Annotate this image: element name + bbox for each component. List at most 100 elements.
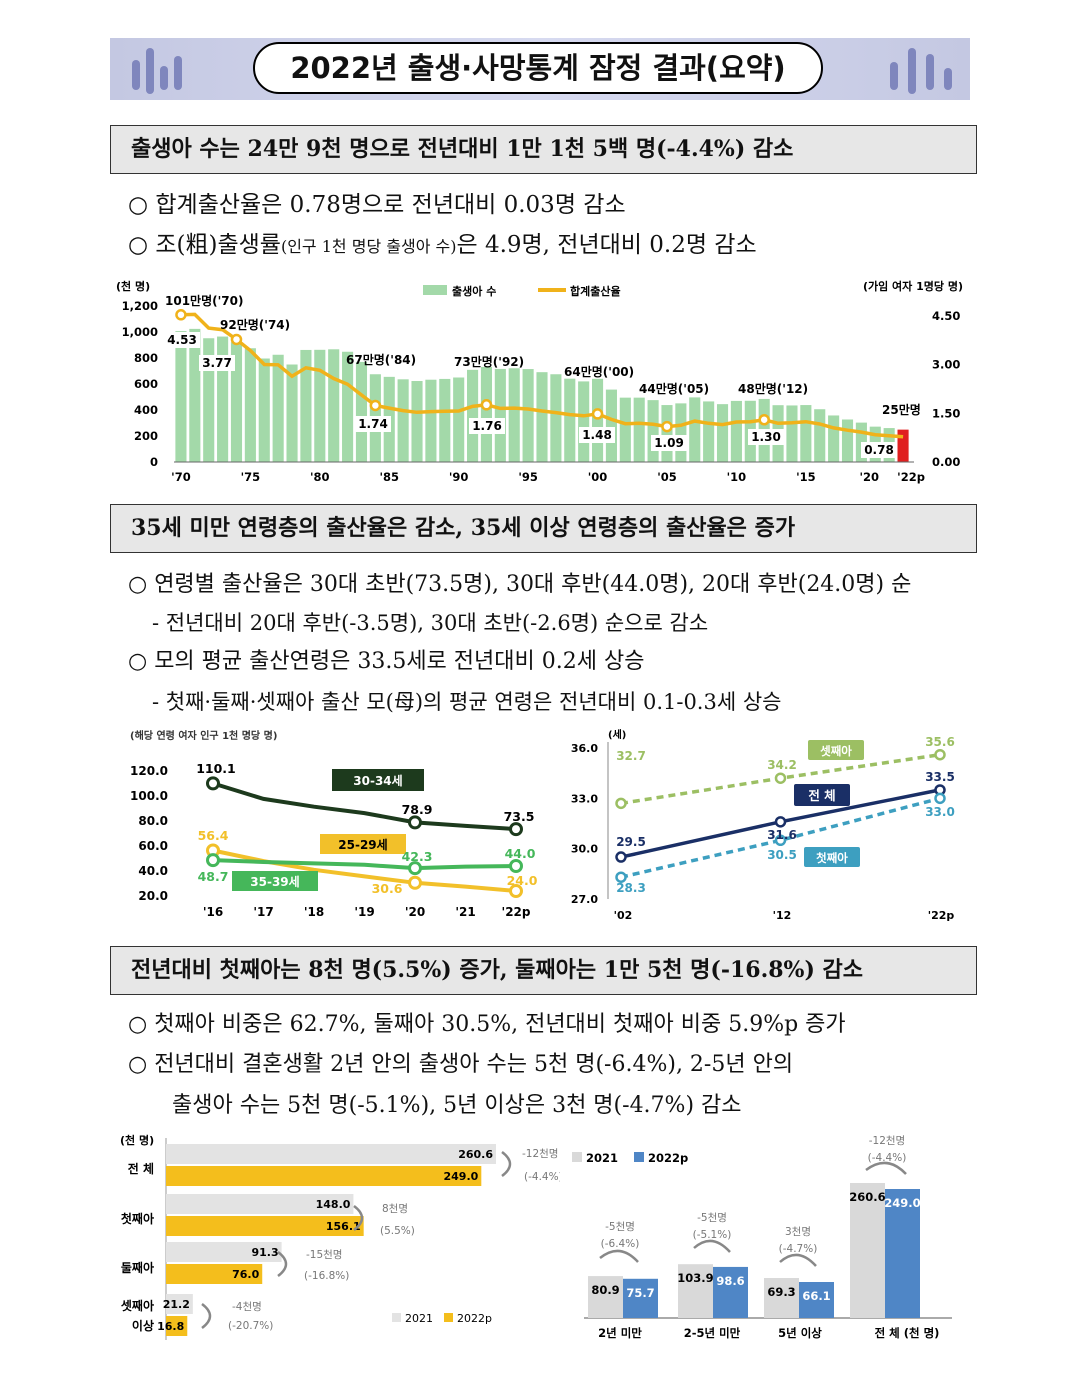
cat-under2: 2년 미만: [598, 1326, 642, 1340]
series-line: [212, 781, 517, 832]
birth-bar: [536, 372, 548, 462]
value-2021: 69.3: [767, 1285, 795, 1299]
section2-sub2: - 첫째·둘째·셋째아 출산 모(母)의 평균 연령은 전년대비 0.1-0.3…: [152, 690, 782, 714]
label-29-5: 29.5: [616, 835, 646, 849]
chg-under2-2: (-6.4%): [601, 1238, 640, 1250]
birth-bar: [453, 377, 465, 462]
birth-bar: [897, 429, 909, 462]
value-2021: 260.6: [458, 1148, 493, 1161]
cat-third-b: 이상: [132, 1318, 154, 1333]
rate-label: 4.53: [167, 333, 197, 347]
tag-third-text: 셋째아: [820, 744, 852, 758]
birth-bar: [342, 351, 354, 462]
birth-bar: [355, 361, 368, 462]
birth-bar: [439, 378, 451, 462]
rate-marker: [480, 399, 493, 411]
bar-2022: [799, 1282, 834, 1318]
marriage-duration-chart: 2021 2022p 80.9 75.7 103.9 98.6 69.3 66.1 260.…: [572, 1135, 952, 1340]
tag-first: [804, 847, 860, 867]
series-line: [620, 796, 941, 879]
chg-total-2: (-4.4%): [868, 1152, 907, 1164]
rate-label: 1.09: [654, 436, 684, 450]
label-56-4: 56.4: [198, 828, 229, 843]
birth-bar: [619, 397, 631, 462]
birth-annotation: 101만명('70): [165, 293, 243, 308]
x-tick: '21: [455, 905, 475, 919]
rate-marker: [758, 414, 770, 426]
fertility-rate-line: [180, 312, 904, 439]
tag-25-29: [320, 834, 406, 854]
bar-2021: [166, 1144, 496, 1164]
x-tick: '18: [304, 905, 324, 919]
bar-decoration: [944, 68, 952, 90]
label-34-2: 34.2: [767, 758, 797, 772]
birth-annotation: 48만명('12): [738, 381, 808, 396]
rate-label: 1.76: [472, 419, 502, 433]
x-tick: '20: [405, 905, 425, 919]
rate-label-bg: [579, 427, 615, 443]
section2-heading: 35세 미만 연령층의 출산율은 감소, 35세 이상 연령층의 출산율은 증가: [110, 504, 977, 553]
series-marker: [934, 792, 946, 805]
rate-marker: [230, 333, 243, 346]
birth-annotation: 44만명('05): [639, 381, 709, 396]
label-110-1: 110.1: [196, 761, 236, 776]
chg-total-1: -12천명: [522, 1148, 558, 1160]
section1-bullet1: ○ 합계출산율은 0.78명으로 전년대비 0.03명 감소: [128, 192, 626, 218]
y-tick: 100.0: [130, 789, 168, 803]
bar-decoration: [174, 56, 182, 90]
left-tick: 0: [150, 455, 158, 469]
x-tick: '85: [379, 470, 399, 484]
birth-bar: [300, 349, 312, 462]
rate-label-bg: [355, 416, 391, 432]
tag-35-39-text: 35-39세: [250, 874, 299, 889]
x-tick: '22p: [928, 909, 955, 922]
chg-over5-1: 3천명: [785, 1226, 811, 1238]
age-fertility-chart: (해당 연령 여자 인구 1천 명당 명) 120.0 100.0 80.0 60.0…: [130, 729, 538, 919]
rate-label: 1.30: [751, 430, 781, 444]
birth-bar: [661, 405, 673, 462]
section1-heading: 출생아 수는 24만 9천 명으로 전년대비 1만 1천 5백 명(-4.4%)…: [110, 125, 977, 174]
section1-bullet2: ○ 조(粗)출생률(인구 1천 명당 출생아 수)은 4.9명, 전년대비 0.…: [128, 228, 757, 264]
birth-bar: [647, 400, 659, 462]
value-2022: 75.7: [626, 1286, 654, 1300]
legend-2021-swatch: [572, 1152, 582, 1162]
x-tick: '10: [727, 470, 747, 484]
chg-over5-2: (-4.7%): [779, 1243, 818, 1255]
value-2022: 98.6: [716, 1274, 744, 1288]
label-31-6: 31.6: [767, 828, 797, 842]
chg-third-2: (-20.7%): [228, 1320, 273, 1332]
bar-2022: [166, 1216, 364, 1236]
bar-decoration: [146, 48, 154, 94]
birth-bar: [203, 338, 215, 462]
legend-bar-swatch: [423, 285, 447, 295]
rate-marker: [591, 408, 604, 420]
series-marker: [774, 772, 787, 784]
series-marker: [774, 816, 787, 828]
arrow-second: [277, 1251, 288, 1277]
legend-2021-label: 2021: [586, 1151, 618, 1165]
birth-bar: [633, 397, 645, 462]
section2-bullet2: ○ 모의 평균 출산연령은 33.5세로 전년대비 0.2세 상승: [128, 649, 645, 674]
left-tick: 600: [134, 377, 158, 391]
value-2022: 249.0: [884, 1196, 920, 1210]
legend-2022-label: 2022p: [648, 1151, 688, 1165]
label-35-6: 35.6: [925, 735, 955, 749]
birth-bar: [689, 397, 701, 462]
birth-bar: [175, 331, 187, 462]
series-marker: [206, 776, 220, 791]
rate-label-bg: [748, 429, 784, 445]
arrow-first: [353, 1205, 364, 1231]
right-tick: 3.00: [932, 358, 960, 372]
bar-2022: [166, 1166, 482, 1186]
label-78-9: 78.9: [402, 802, 433, 817]
value-2022: 249.0: [444, 1170, 479, 1183]
series-marker: [774, 834, 787, 847]
chart3-unit: (세): [608, 728, 626, 741]
x-tick: '00: [588, 470, 608, 484]
label-32-7: 32.7: [616, 749, 646, 763]
right-tick: 1.50: [932, 406, 960, 420]
birth-bar: [494, 368, 506, 462]
rate-label: 3.77: [202, 356, 232, 370]
arrow-total: [501, 1151, 512, 1177]
x-tick: '02: [614, 909, 633, 922]
